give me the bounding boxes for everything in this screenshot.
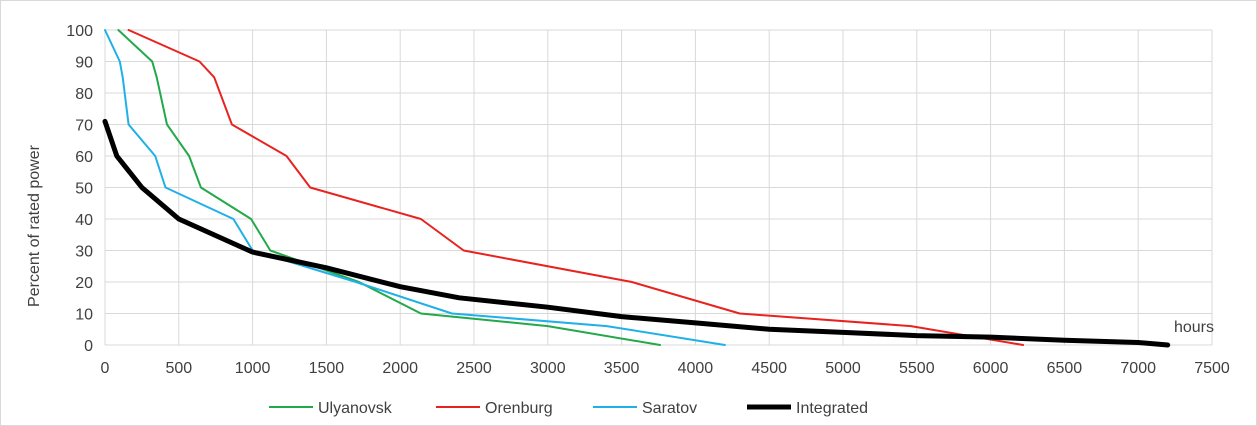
legend: Ulyanovsk Orenburg Saratov Integrated <box>269 400 868 417</box>
series-line-ulyanovsk <box>117 29 661 346</box>
series-line-orenburg <box>127 29 1025 346</box>
y-tick-label: 30 <box>75 244 93 261</box>
y-tick-label: 0 <box>84 338 93 355</box>
x-axis-ticks: 0 500 1000 1500 2000 2500 3000 3500 4000 4500 5000… <box>101 360 1230 377</box>
x-tick-label: 6000 <box>973 360 1009 377</box>
y-axis-ticks: 0 10 20 30 40 50 60 70 80 90 100 <box>66 23 93 355</box>
legend-label-saratov: Saratov <box>642 400 697 417</box>
series-line-integrated <box>102 118 1171 348</box>
hours-annotation: hours <box>1174 319 1214 336</box>
y-axis-label: Percent of rated power <box>26 144 43 307</box>
gridlines <box>104 29 1213 346</box>
x-tick-label: 7000 <box>1120 360 1156 377</box>
series-line-saratov <box>104 29 726 346</box>
y-tick-label: 50 <box>75 181 93 198</box>
x-tick-label: 3500 <box>604 360 640 377</box>
series-lines <box>102 29 1171 348</box>
y-tick-label: 60 <box>75 149 93 166</box>
x-tick-label: 1500 <box>309 360 345 377</box>
x-tick-label: 0 <box>101 360 110 377</box>
x-tick-label: 4500 <box>751 360 787 377</box>
legend-label-integrated: Integrated <box>796 400 868 417</box>
x-tick-label: 6500 <box>1047 360 1083 377</box>
x-tick-label: 1000 <box>235 360 271 377</box>
x-tick-label: 2000 <box>382 360 418 377</box>
y-tick-label: 70 <box>75 118 93 135</box>
x-tick-label: 4000 <box>678 360 714 377</box>
legend-label-orenburg: Orenburg <box>485 400 553 417</box>
x-tick-label: 5000 <box>825 360 861 377</box>
y-tick-label: 40 <box>75 212 93 229</box>
legend-label-ulyanovsk: Ulyanovsk <box>318 400 393 417</box>
x-tick-label: 3000 <box>530 360 566 377</box>
x-tick-label: 2500 <box>456 360 492 377</box>
x-tick-label: 7500 <box>1194 360 1230 377</box>
y-tick-label: 20 <box>75 275 93 292</box>
y-tick-label: 10 <box>75 307 93 324</box>
x-tick-label: 500 <box>165 360 192 377</box>
x-tick-label: 5500 <box>899 360 935 377</box>
y-tick-label: 80 <box>75 86 93 103</box>
y-tick-label: 90 <box>75 55 93 72</box>
y-tick-label: 100 <box>66 23 93 40</box>
